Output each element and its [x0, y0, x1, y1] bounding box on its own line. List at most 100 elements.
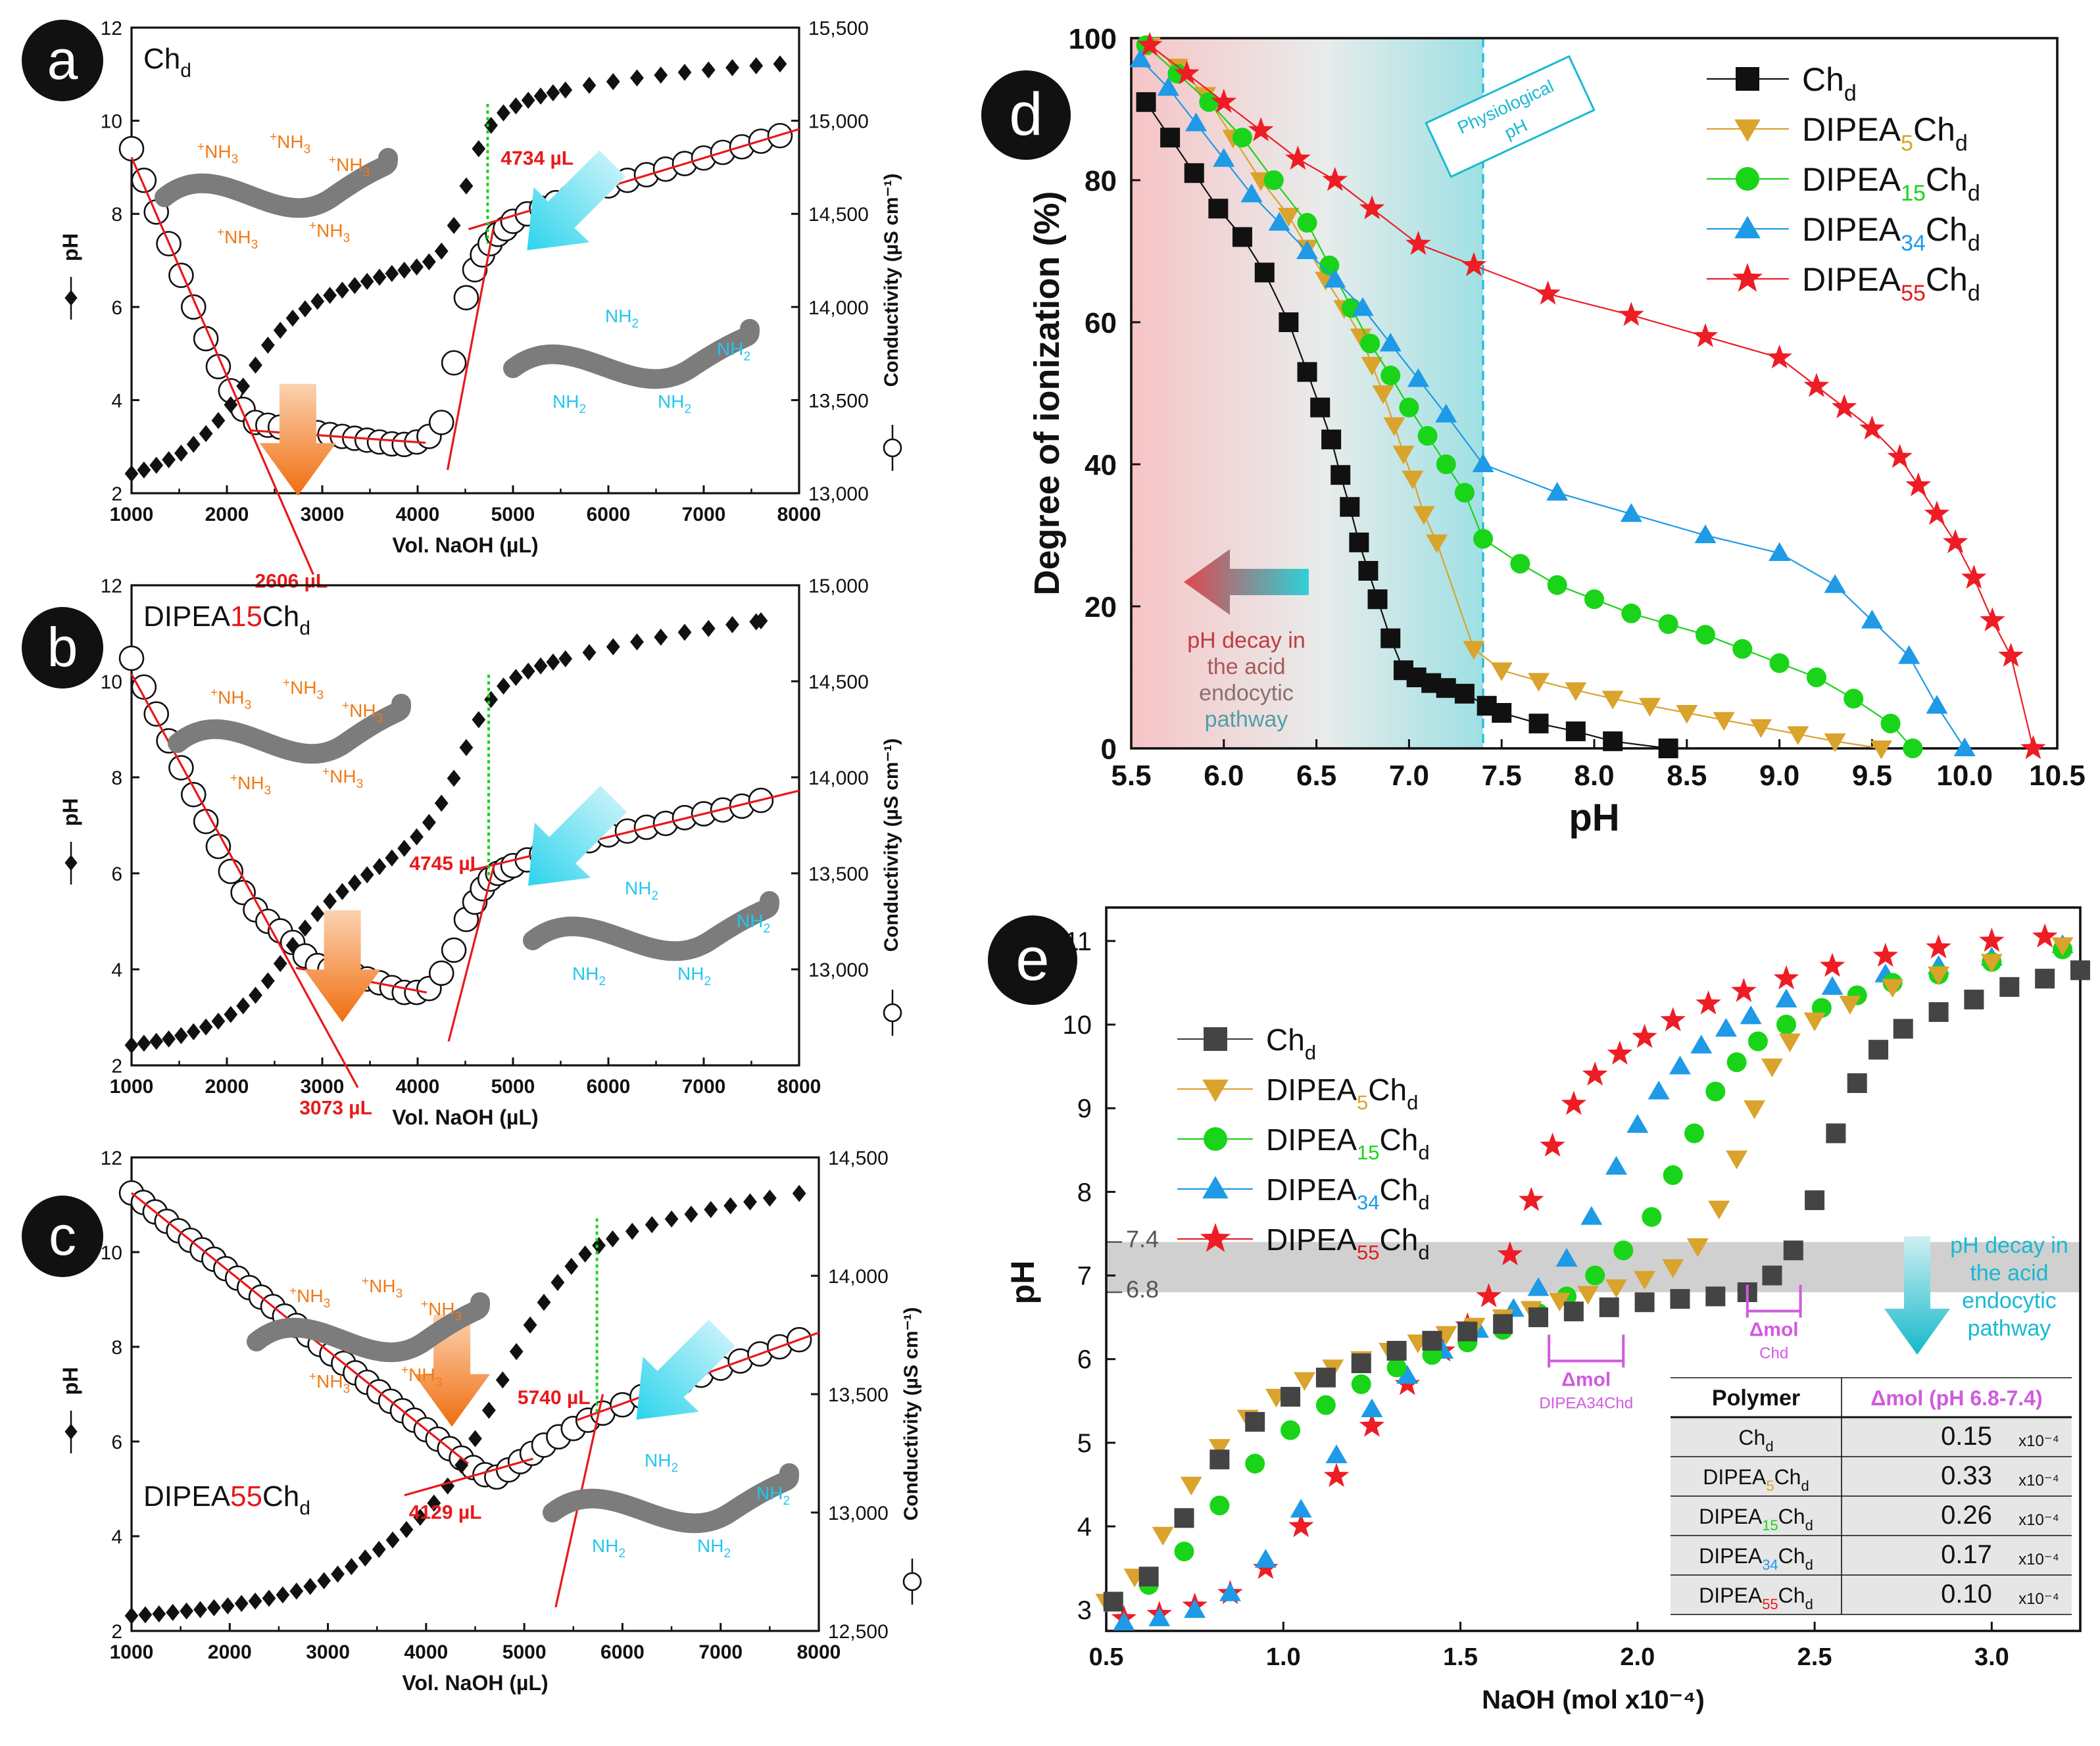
- ph-point: [509, 1343, 524, 1361]
- y2-tick-label: 13,500: [828, 1384, 889, 1406]
- delta-label: Δmol: [1749, 1319, 1799, 1341]
- x-tick-label: 6000: [587, 504, 631, 525]
- series-point: [1386, 1340, 1407, 1361]
- y-tick-label: 6: [111, 1432, 122, 1453]
- series-point: [1208, 1439, 1231, 1458]
- series-point: [1199, 92, 1219, 112]
- y-tick-label: 10: [101, 111, 122, 133]
- label-part: Ch: [1368, 1073, 1407, 1107]
- label-part: 2: [598, 975, 606, 988]
- label-part: 34: [1901, 231, 1926, 256]
- acid-pathway-text: endocytic: [1962, 1288, 2057, 1313]
- series-point: [1240, 183, 1263, 203]
- series-point: [1662, 1259, 1684, 1278]
- series-point: [1761, 1058, 1783, 1078]
- series-point: [1288, 1513, 1314, 1538]
- orange-arrow: [304, 910, 381, 1023]
- ph-point: [484, 116, 499, 134]
- legend-marker: [1734, 216, 1761, 239]
- label-part: 15: [1762, 1517, 1778, 1534]
- legend-marker: [1202, 1079, 1229, 1102]
- nh3-label: +NH3: [197, 140, 238, 166]
- ph-point: [447, 769, 461, 787]
- acid-pathway-arrow: [1184, 549, 1309, 615]
- ph-point: [137, 1034, 151, 1052]
- y2-tick-label: 14,500: [828, 1148, 889, 1169]
- acid-pathway-arrow: [1884, 1236, 1950, 1355]
- series-point: [1769, 653, 1790, 673]
- x-tick-label: 6.5: [1296, 760, 1336, 792]
- label-part: NH: [205, 141, 231, 162]
- ph-point: [323, 287, 337, 304]
- nh3-label: +NH3: [270, 130, 310, 157]
- series-point: [1565, 682, 1587, 701]
- nh2-label: NH2: [756, 1483, 790, 1508]
- series-point: [1803, 373, 1830, 397]
- label-part: 55: [1901, 281, 1926, 306]
- ph-point: [521, 662, 535, 680]
- y-tick-label: 20: [1085, 591, 1117, 623]
- physiological-tag-box: [1425, 55, 1596, 178]
- series-point: [1351, 1353, 1371, 1374]
- label-part: NH: [756, 1483, 783, 1503]
- series-point: [1805, 1190, 1825, 1211]
- label-part: +: [401, 1363, 408, 1377]
- series-point: [1490, 662, 1513, 681]
- series-line: [1140, 59, 1966, 749]
- nh2-label: NH2: [605, 306, 639, 331]
- label-part: NH: [316, 1371, 343, 1392]
- series-point: [1826, 1123, 1846, 1144]
- ph-point: [434, 242, 449, 260]
- series-point: [1351, 1374, 1371, 1394]
- series-point: [1294, 1372, 1316, 1391]
- ph-point: [773, 55, 787, 73]
- ph-point: [558, 81, 573, 99]
- ph-point: [701, 619, 716, 637]
- panel-c: c DIPEA55Chd 1000 2000 3000 4000 5000 6000 7000 8…: [22, 1148, 922, 1695]
- series-point: [1435, 403, 1457, 423]
- series-point: [1648, 1080, 1670, 1100]
- label-part: NH: [625, 878, 651, 898]
- x-tick-label: 5000: [502, 1641, 547, 1663]
- panel-b: b DIPEA15Chd 1000 2000 3000 4000 5000 6000 7000 8…: [22, 575, 902, 1129]
- label-part: d: [1968, 231, 1980, 256]
- ph-point: [523, 1316, 537, 1334]
- label-part: +: [362, 1274, 369, 1288]
- series-point: [1296, 240, 1319, 259]
- x-axis-label: Vol. NaOH (µL): [392, 533, 538, 557]
- table-header: Δmol (pH 6.8-7.4): [1870, 1386, 2042, 1410]
- series-point: [1670, 1289, 1690, 1309]
- legend-label: DIPEA55Chd: [1266, 1223, 1430, 1264]
- ph-point: [347, 874, 362, 892]
- table-value: 0.33: [1941, 1461, 1992, 1490]
- series-point: [1903, 739, 1923, 758]
- label-part: d: [1805, 1596, 1813, 1613]
- ph-point: [285, 309, 300, 327]
- legend-marker: [1734, 119, 1761, 142]
- nh2-label: NH2: [677, 963, 711, 988]
- series-point: [1422, 1330, 1442, 1351]
- endpoint-label: 5740 µL: [518, 1387, 591, 1409]
- ph-point: [220, 1597, 235, 1614]
- ph-point: [521, 91, 535, 109]
- ph-point: [149, 1032, 164, 1050]
- orange-arrow: [414, 1315, 491, 1427]
- x-tick-label: 7.0: [1389, 760, 1429, 792]
- series-point: [1953, 737, 1976, 756]
- fit-line: [468, 128, 800, 231]
- series-point: [1463, 641, 1485, 660]
- table-value: 0.15: [1941, 1422, 1992, 1451]
- ph-point: [207, 1599, 221, 1616]
- series-point: [1634, 1271, 1656, 1290]
- label-part: 15: [1901, 181, 1926, 206]
- panel-letter-badge: [988, 915, 1077, 1005]
- nh2-label: NH2: [552, 391, 586, 416]
- legend-marker: [1204, 1027, 1227, 1051]
- label-part: d: [1844, 81, 1857, 106]
- label-part: DIPEA: [1802, 111, 1901, 148]
- band-label: 6.8: [1126, 1276, 1159, 1303]
- y-axis-label: Degree of ionization (%): [1027, 191, 1067, 595]
- panel-e: 7.46.80.5 1.0 1.5 2.0 2.5 3.034567891011NaOH …: [988, 906, 2090, 1714]
- conductivity-point: [441, 350, 467, 376]
- ph-point: [684, 1205, 698, 1223]
